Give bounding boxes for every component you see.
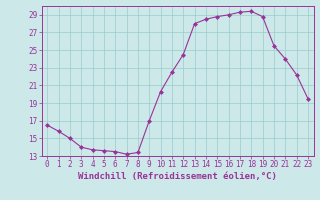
X-axis label: Windchill (Refroidissement éolien,°C): Windchill (Refroidissement éolien,°C)	[78, 172, 277, 181]
